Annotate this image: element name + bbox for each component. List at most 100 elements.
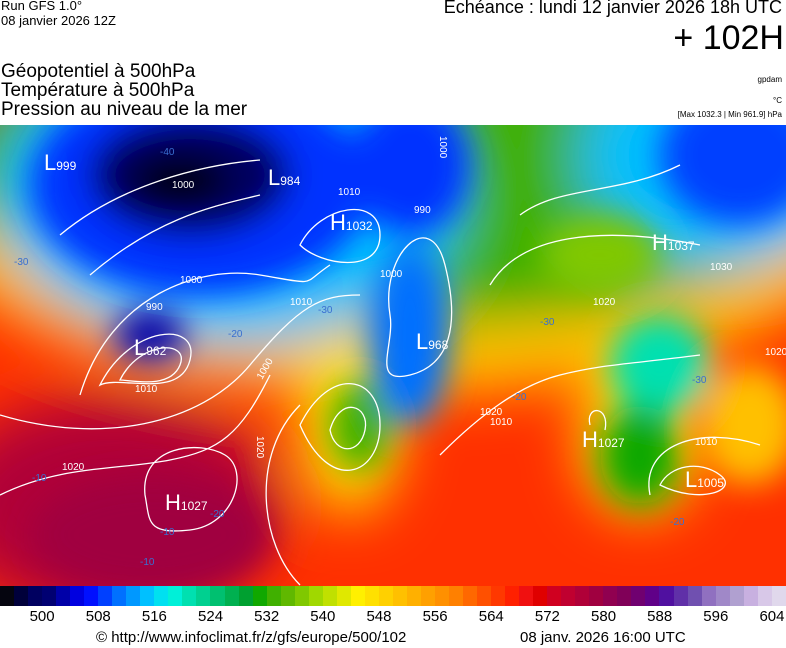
- colorbar-label: 556: [422, 608, 448, 625]
- colorbar-swatch: [140, 586, 155, 606]
- isobar-label: 1000: [180, 275, 203, 286]
- title-pressure: Pression au niveau de la mer: [1, 99, 248, 120]
- forecast-valid-time: Echéance : lundi 12 janvier 2026 18h UTC: [443, 0, 782, 17]
- title-geopotential: Géopotentiel à 500hPa: [1, 61, 196, 82]
- isobar-label: 1010: [135, 384, 158, 395]
- temperature-label: -20: [670, 517, 685, 528]
- isobar-label: 990: [146, 302, 163, 313]
- colorbar-swatch: [308, 586, 323, 606]
- pressure-center: L999: [44, 150, 77, 175]
- isobar-label: 990: [414, 205, 431, 216]
- colorbar-swatch: [477, 586, 492, 606]
- colorbar-swatch: [631, 586, 646, 606]
- pressure-center: L962: [134, 335, 167, 360]
- isobars: [0, 159, 761, 586]
- lead-time: + 102H: [673, 19, 784, 57]
- colorbar-swatch: [589, 586, 604, 606]
- isobar-label: 1020: [480, 407, 503, 418]
- pressure-center: H1032: [330, 210, 373, 235]
- isobar-label: 1010: [695, 437, 718, 448]
- colorbar-swatch: [463, 586, 478, 606]
- colorbar-swatch: [434, 586, 449, 606]
- geopotential-field: [0, 125, 786, 586]
- colorbar-swatch: [70, 586, 85, 606]
- colorbar-swatch: [729, 586, 744, 606]
- isobar-label: 1020: [62, 462, 85, 473]
- colorbar-swatch: [715, 586, 730, 606]
- colorbar-swatch: [392, 586, 407, 606]
- colorbar-swatch: [757, 586, 772, 606]
- isobar-label: 1020: [254, 436, 265, 459]
- pressure-center: L984: [268, 165, 301, 190]
- isobar-label: 1010: [490, 417, 513, 428]
- colorbar-swatch: [519, 586, 534, 606]
- run-date: 08 janvier 2026 12Z: [1, 13, 116, 28]
- temperature-label: -20: [512, 392, 527, 403]
- colorbar-swatch: [336, 586, 351, 606]
- colorbar-swatch: [378, 586, 393, 606]
- colorbar-swatch: [547, 586, 562, 606]
- colorbar-label: 604: [759, 608, 785, 625]
- colorbar-swatch: [771, 586, 786, 606]
- colorbar-swatch: [659, 586, 674, 606]
- colorbar-swatch: [406, 586, 421, 606]
- colorbar: [0, 586, 786, 606]
- run-model: Run GFS 1.0°: [1, 0, 83, 13]
- colorbar-swatch: [112, 586, 127, 606]
- colorbar-label: 572: [534, 608, 560, 625]
- colorbar-swatch: [561, 586, 576, 606]
- colorbar-swatch: [0, 586, 15, 606]
- unit-temperature: °C: [773, 96, 782, 105]
- unit-geopotential: gpdam: [757, 75, 782, 84]
- colorbar-label: 548: [366, 608, 392, 625]
- isobar-label: 1030: [710, 262, 733, 273]
- colorbar-swatch: [491, 586, 506, 606]
- temperature-label: -20: [228, 329, 243, 340]
- colorbar-swatch: [210, 586, 225, 606]
- colorbar-swatch: [505, 586, 520, 606]
- colorbar-labels: 500 508 516 524 532 540 548 556 564 572 580 588 596 6…: [0, 608, 786, 628]
- temperature-label: -30: [14, 257, 29, 268]
- colorbar-swatch: [350, 586, 365, 606]
- colorbar-swatch: [196, 586, 211, 606]
- colorbar-swatch: [224, 586, 239, 606]
- colorbar-label: 564: [478, 608, 504, 625]
- temperature-label: -20: [210, 509, 225, 520]
- run-info: Run GFS 1.0° 08 janvier 2026 12Z: [1, 0, 116, 28]
- temperature-label: -30: [692, 375, 707, 386]
- colorbar-swatch: [364, 586, 379, 606]
- isobar-label: 1020: [593, 297, 616, 308]
- colorbar-label: 532: [254, 608, 280, 625]
- colorbar-swatch: [28, 586, 43, 606]
- colorbar-swatch: [449, 586, 464, 606]
- temperature-label: -10: [32, 473, 47, 484]
- isobar-label: 1000: [380, 269, 403, 280]
- colorbar-swatch: [126, 586, 141, 606]
- colorbar-swatch: [701, 586, 716, 606]
- temperature-label: -30: [540, 317, 555, 328]
- colorbar-swatch: [266, 586, 281, 606]
- colorbar-swatch: [280, 586, 295, 606]
- colorbar-label: 596: [703, 608, 729, 625]
- colorbar-swatch: [14, 586, 29, 606]
- colorbar-swatch: [238, 586, 253, 606]
- colorbar-label: 508: [85, 608, 111, 625]
- colorbar-swatch: [322, 586, 337, 606]
- pressure-center: H1027: [165, 490, 208, 515]
- generated-timestamp: 08 janv. 2026 16:00 UTC: [520, 629, 686, 646]
- temperature-label: -40: [160, 147, 175, 158]
- colorbar-swatch: [575, 586, 590, 606]
- temperature-label: -10: [140, 557, 155, 568]
- colorbar-swatch: [252, 586, 267, 606]
- weather-map: L999 L984 H1032 L962 L968 H1037 H1027 H1…: [0, 125, 786, 586]
- temperature-labels: -40 -30 -30 -30 -20 -20 -10 -10 -10 -30 …: [14, 147, 707, 568]
- colorbar-swatch: [42, 586, 57, 606]
- colorbar-swatch: [294, 586, 309, 606]
- temperature-label: -10: [160, 527, 175, 538]
- isobar-label: 1000: [172, 180, 195, 191]
- colorbar-swatch: [687, 586, 702, 606]
- colorbar-swatch: [56, 586, 71, 606]
- pressure-center: H1027: [582, 427, 625, 452]
- colorbar-swatch: [743, 586, 758, 606]
- isobar-label: 1010: [338, 187, 361, 198]
